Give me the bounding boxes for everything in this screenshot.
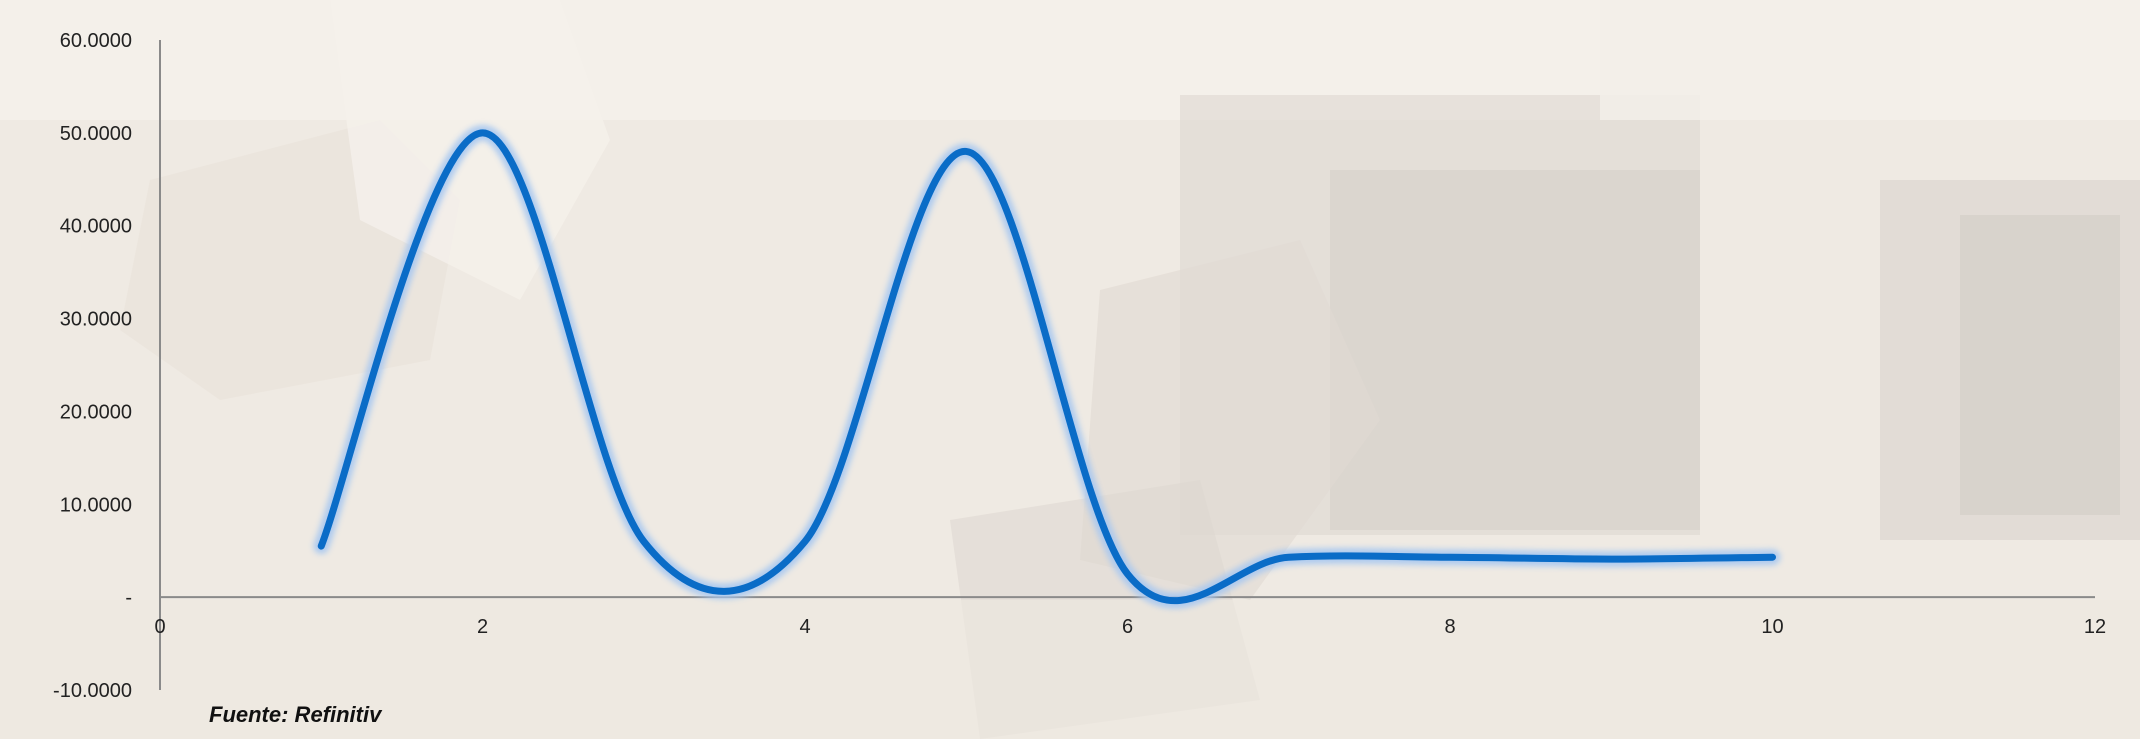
axes <box>159 40 2095 690</box>
x-tick-label: 12 <box>2084 616 2106 638</box>
y-tick-label: 20.0000 <box>60 401 132 423</box>
y-tick-label: - <box>125 587 132 609</box>
y-tick-label: -10.0000 <box>53 680 132 702</box>
y-tick-label: 40.0000 <box>60 216 132 238</box>
x-tick-label: 2 <box>477 616 488 638</box>
x-tick-label: 0 <box>154 616 165 638</box>
series-line <box>317 129 1776 605</box>
x-tick-label: 4 <box>799 616 810 638</box>
x-tick-label: 10 <box>1761 616 1783 638</box>
y-tick-label: 10.0000 <box>60 494 132 516</box>
x-tick-labels: 0 2 4 6 8 10 12 <box>154 616 2106 638</box>
source-note: Fuente: Refinitiv <box>209 702 382 727</box>
series-layer <box>313 124 1781 609</box>
series-line-glow <box>313 124 1781 609</box>
y-tick-label: 30.0000 <box>60 309 132 331</box>
y-tick-labels: 60.0000 50.0000 40.0000 30.0000 20.0000 10.00… <box>53 30 132 702</box>
x-tick-label: 6 <box>1122 616 1133 638</box>
y-tick-label: 50.0000 <box>60 123 132 145</box>
x-tick-label: 8 <box>1444 616 1455 638</box>
y-tick-label: 60.0000 <box>60 30 132 52</box>
